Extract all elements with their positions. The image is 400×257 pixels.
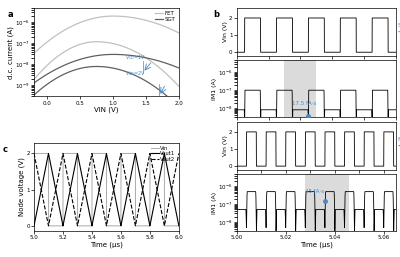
Vin bbox=[165, 224, 170, 227]
Vin bbox=[94, 152, 98, 155]
Vout1 bbox=[94, 204, 98, 207]
Vout1 bbox=[100, 170, 105, 173]
Vin bbox=[137, 224, 142, 227]
Line: Vout1: Vout1 bbox=[34, 153, 179, 226]
Vout2 bbox=[165, 210, 170, 213]
Text: a: a bbox=[8, 10, 14, 19]
Y-axis label: Vin (V): Vin (V) bbox=[223, 135, 228, 156]
Text: b: b bbox=[213, 10, 219, 19]
Bar bbox=[305, 174, 350, 231]
Text: $V_{DD}$=1V: $V_{DD}$=1V bbox=[125, 53, 146, 62]
Vin bbox=[46, 224, 51, 227]
Text: 45 fA·s: 45 fA·s bbox=[305, 189, 324, 194]
X-axis label: VIN (V): VIN (V) bbox=[94, 107, 119, 114]
Vout1 bbox=[32, 224, 36, 227]
Text: SGT: SGT bbox=[398, 23, 400, 29]
Vout2 bbox=[162, 224, 167, 227]
Text: FET: FET bbox=[398, 137, 400, 142]
Text: $V_{DD}$=2V: $V_{DD}$=2V bbox=[125, 69, 146, 78]
Vin bbox=[32, 152, 36, 155]
Vout2 bbox=[172, 174, 177, 177]
Y-axis label: d.c. current (A): d.c. current (A) bbox=[8, 26, 14, 78]
Vout1 bbox=[176, 224, 181, 227]
Y-axis label: Vin (V): Vin (V) bbox=[223, 21, 228, 42]
Vin bbox=[92, 152, 97, 155]
Legend: FET, SGT: FET, SGT bbox=[154, 11, 176, 22]
Y-axis label: IM1 (A): IM1 (A) bbox=[212, 191, 217, 214]
X-axis label: Time (μs): Time (μs) bbox=[300, 242, 333, 248]
Line: Vout2: Vout2 bbox=[34, 153, 179, 226]
X-axis label: Time (μs): Time (μs) bbox=[90, 242, 123, 248]
Vout2 bbox=[100, 206, 105, 209]
Legend: Vin, Vout1, Vout2: Vin, Vout1, Vout2 bbox=[150, 145, 176, 162]
Bar bbox=[284, 60, 316, 117]
Vout2 bbox=[92, 167, 97, 170]
Vout2 bbox=[137, 205, 142, 208]
Vout2 bbox=[94, 172, 98, 175]
Y-axis label: Node voltage (V): Node voltage (V) bbox=[18, 158, 25, 216]
Text: c: c bbox=[2, 145, 7, 154]
Vin bbox=[176, 224, 181, 227]
Vin bbox=[100, 152, 105, 155]
Text: 17.5 fA·s: 17.5 fA·s bbox=[292, 101, 317, 106]
Vout1 bbox=[92, 210, 97, 213]
Vout1 bbox=[162, 152, 167, 155]
Line: Vin: Vin bbox=[34, 153, 179, 226]
Vout1 bbox=[165, 166, 170, 169]
Vin bbox=[172, 224, 177, 227]
Vout1 bbox=[172, 202, 177, 205]
Vout2 bbox=[176, 152, 181, 155]
Vout2 bbox=[32, 152, 36, 155]
Y-axis label: IM1 (A): IM1 (A) bbox=[212, 78, 217, 100]
Vout1 bbox=[137, 171, 142, 174]
